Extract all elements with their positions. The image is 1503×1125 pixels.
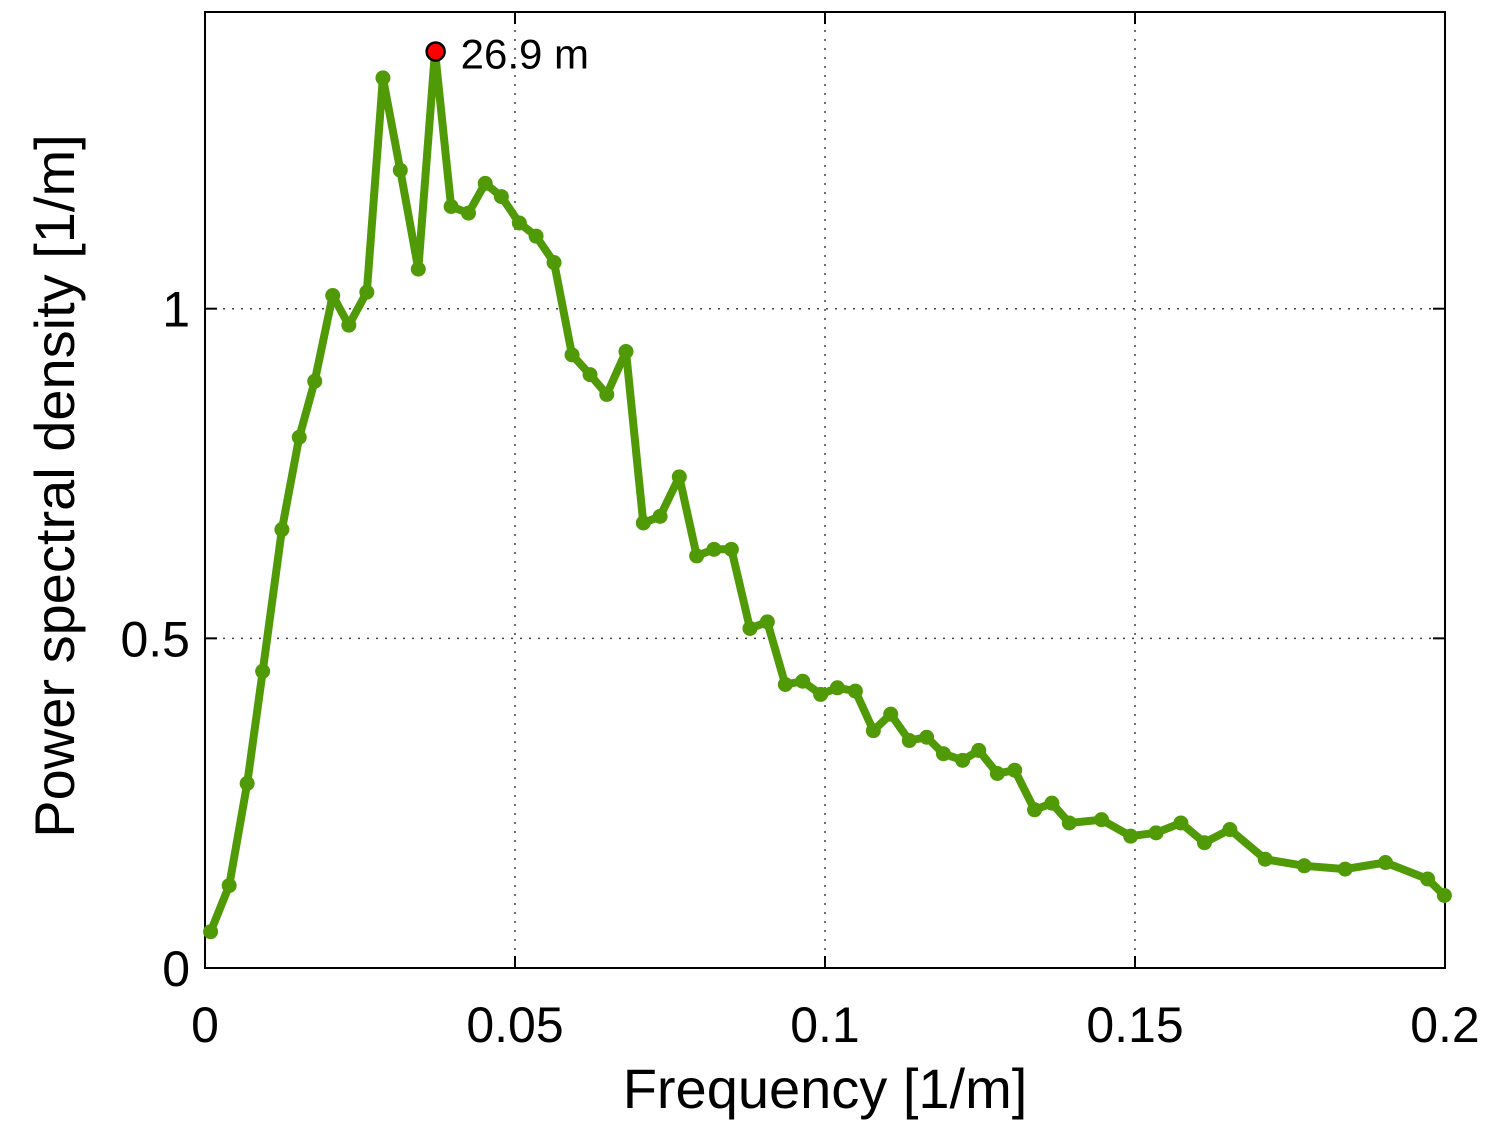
data-point — [989, 766, 1005, 782]
data-point — [1061, 815, 1077, 831]
data-point — [410, 261, 426, 277]
peak-annotation: 26.9 m — [425, 31, 589, 78]
data-point — [723, 541, 739, 557]
plot-frame — [204, 11, 1446, 969]
data-point — [582, 367, 598, 383]
x-tick-labels: 0 0.05 0.1 0.15 0.2 — [191, 997, 1480, 1053]
data-point — [742, 620, 758, 636]
data-point — [203, 924, 219, 940]
data-point — [1148, 825, 1164, 841]
data-point — [325, 288, 341, 304]
y-tick-label: 0.5 — [120, 611, 190, 667]
data-point — [307, 373, 323, 389]
data-point — [919, 729, 935, 745]
data-point — [635, 515, 651, 531]
data-point — [493, 189, 509, 205]
x-tick-label: 0.15 — [1086, 997, 1183, 1053]
data-point — [1196, 835, 1212, 851]
data-point — [1296, 858, 1312, 874]
data-point — [375, 70, 391, 86]
data-point — [652, 508, 668, 524]
grid-lines — [205, 12, 1445, 968]
data-point — [341, 317, 357, 333]
data-point — [546, 255, 562, 271]
data-point — [1377, 855, 1393, 871]
data-point — [1123, 828, 1139, 844]
data-point — [221, 878, 237, 894]
data-point — [1027, 802, 1043, 818]
data-point — [901, 733, 917, 749]
data-point — [971, 742, 987, 758]
data-point — [599, 386, 615, 402]
data-point — [1173, 815, 1189, 831]
data-point — [511, 215, 527, 231]
data-point — [392, 162, 408, 178]
data-point — [1044, 795, 1060, 811]
data-point — [443, 198, 459, 214]
series-line — [206, 47, 1449, 936]
data-point — [671, 469, 687, 485]
data-point — [1420, 871, 1436, 887]
series-markers — [203, 44, 1452, 940]
data-point — [274, 522, 290, 538]
data-point — [255, 663, 271, 679]
data-point — [1337, 861, 1353, 877]
y-tick-label: 1 — [162, 282, 190, 338]
data-point — [777, 676, 793, 692]
data-point — [813, 686, 829, 702]
data-point — [706, 541, 722, 557]
data-point — [847, 683, 863, 699]
data-point — [461, 205, 476, 221]
data-point — [564, 347, 580, 363]
data-point — [1436, 887, 1452, 903]
x-tick-label: 0.1 — [790, 997, 860, 1053]
peak-annotation-label: 26.9 m — [461, 31, 589, 78]
x-tick-label: 0 — [191, 997, 219, 1053]
data-point — [1257, 851, 1273, 867]
data-point — [528, 228, 544, 244]
x-tick-label: 0.2 — [1410, 997, 1480, 1053]
y-tick-labels: 00.51 — [120, 282, 190, 997]
data-point — [795, 673, 811, 689]
x-tick-label: 0.05 — [466, 997, 563, 1053]
data-point — [935, 746, 951, 762]
y-axis-label: Power spectral density [1/m] — [23, 134, 86, 837]
data-point — [759, 614, 775, 630]
data-point — [291, 429, 307, 445]
data-point — [477, 175, 493, 191]
y-tick-label: 0 — [162, 941, 190, 997]
data-point — [1222, 822, 1238, 838]
data-point — [618, 344, 634, 360]
data-point — [1094, 812, 1110, 828]
peak-marker — [425, 41, 446, 62]
data-point — [1007, 762, 1023, 778]
data-point — [239, 775, 255, 791]
x-axis-label: Frequency [1/m] — [623, 1057, 1028, 1120]
data-point — [359, 284, 375, 300]
data-point — [955, 752, 971, 768]
data-point — [829, 680, 845, 696]
data-point — [689, 548, 705, 564]
data-point — [865, 723, 881, 739]
data-point — [883, 706, 899, 722]
